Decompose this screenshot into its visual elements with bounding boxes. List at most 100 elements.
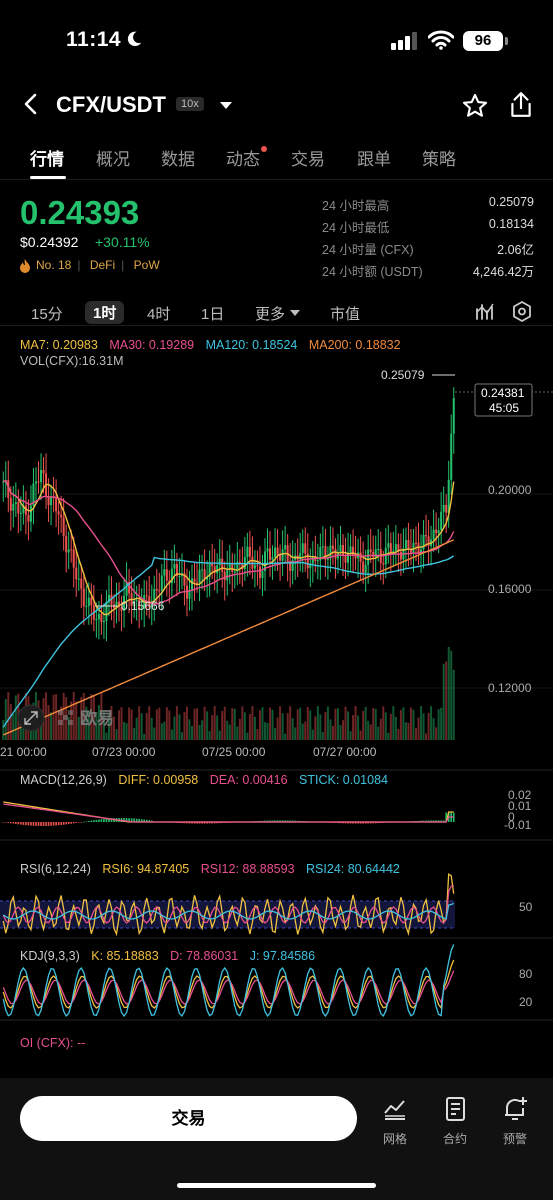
back-arrow-icon[interactable] [22, 92, 38, 116]
candlestick-chart[interactable]: 0.20000 0.16000 0.12000 0.25079 0.15666 … [0, 330, 553, 1075]
candle-body [359, 552, 362, 562]
market-cap-toggle[interactable]: 市值 [330, 306, 361, 323]
candle-body [447, 479, 450, 513]
macd-bar [437, 820, 440, 822]
macd-bar [108, 818, 110, 822]
interval-4h[interactable]: 4时 [147, 306, 171, 323]
volume-bar [281, 713, 284, 740]
volume-bar [241, 706, 244, 740]
consensus-tag[interactable]: PoW [133, 258, 160, 272]
macd-panel [2, 801, 455, 826]
fullscreen-icon[interactable] [17, 704, 45, 732]
volume-bar [440, 707, 443, 740]
stat-row: 24 小时额 (USDT) 4,246.42万 [322, 265, 534, 279]
tab-news[interactable]: 动态 [226, 150, 260, 169]
volume-bar [82, 692, 85, 740]
tab-copy[interactable]: 跟单 [357, 150, 391, 169]
macd-bar [15, 822, 17, 824]
tab-active-indicator [30, 176, 66, 179]
volume-bar [143, 733, 146, 740]
candle-body [452, 398, 455, 434]
volume-bar [321, 732, 324, 740]
candle-body [97, 614, 100, 620]
tab-market[interactable]: 行情 [30, 150, 64, 169]
macd-bar [352, 822, 354, 824]
volume-bar [9, 703, 12, 740]
interval-more[interactable]: 更多 [255, 306, 286, 323]
candle-body [120, 607, 123, 611]
volume-bar [75, 701, 78, 740]
volume-bar [311, 729, 314, 740]
candle-body [72, 549, 75, 568]
tab-overview[interactable]: 概况 [96, 150, 130, 169]
contract-button[interactable]: 合约 [430, 1096, 480, 1147]
volume-bar [394, 716, 397, 740]
volume-bar [80, 697, 83, 740]
volume-bar [309, 710, 312, 740]
tab-trade[interactable]: 交易 [291, 150, 325, 169]
volume-bar [138, 706, 141, 740]
share-icon[interactable] [508, 91, 534, 119]
y-label: 0.20000 [488, 483, 532, 497]
macd-bar [77, 822, 80, 823]
candle-body [87, 597, 90, 607]
macd-bar [140, 819, 143, 822]
volume-bar [175, 706, 178, 740]
candle-body [319, 546, 322, 561]
indicator-icon[interactable] [475, 301, 495, 321]
volume-bar [372, 707, 375, 740]
volume-bar [14, 695, 17, 740]
macd-bar [279, 820, 281, 822]
tab-data[interactable]: 数据 [161, 150, 195, 169]
interval-1d[interactable]: 1日 [201, 306, 225, 323]
volume-bar [115, 729, 118, 740]
volume-bar [452, 669, 455, 740]
macd-bar [138, 818, 140, 822]
macd-bar [72, 822, 75, 824]
macd-bar [198, 822, 201, 824]
volume-bar [193, 708, 196, 740]
candle-body [289, 561, 292, 571]
candle-body [248, 546, 251, 557]
macd-bar [145, 819, 148, 822]
candle-body [369, 549, 372, 552]
more-dropdown-icon[interactable] [290, 310, 300, 316]
grid-button[interactable]: 网格 [370, 1096, 420, 1147]
candle-body [201, 569, 204, 571]
candle-body [399, 551, 402, 560]
macd-bar [186, 822, 188, 824]
macd-bar [435, 820, 437, 822]
favorite-star-icon[interactable] [461, 92, 489, 120]
moon-icon [127, 31, 142, 47]
macd-bar [67, 822, 70, 825]
volume-bar [289, 706, 292, 740]
macd-bar [425, 820, 427, 822]
interval-15m[interactable]: 15分 [31, 306, 63, 323]
candle-body [135, 599, 138, 602]
macd-bar [281, 820, 284, 822]
rank-tag[interactable]: No. 18 [36, 258, 72, 272]
candle-body [445, 504, 448, 513]
candle-body [397, 544, 400, 552]
tab-bar: 行情 概况 数据 动态 交易 跟单 策略 [0, 140, 553, 180]
macd-bar [32, 822, 35, 826]
tab-strategy[interactable]: 策略 [422, 150, 456, 169]
volume-bar [148, 706, 151, 740]
alert-button[interactable]: 预警 [490, 1096, 540, 1147]
candle-body [19, 512, 22, 514]
macd-y-label: -0.01 [504, 818, 532, 832]
macd-bar [12, 822, 15, 824]
candle-body [437, 530, 440, 534]
volume-bar [336, 708, 339, 740]
macd-bar [349, 822, 352, 824]
macd-bar [208, 822, 211, 824]
candle-body [17, 502, 20, 514]
pair-dropdown-icon[interactable] [220, 102, 232, 109]
pair-title[interactable]: CFX/USDT [56, 92, 166, 117]
macd-y-label: 0.01 [508, 799, 532, 813]
trade-button[interactable]: 交易 [20, 1096, 357, 1141]
sector-tag[interactable]: DeFi [89, 258, 116, 272]
interval-1h[interactable]: 1时 [85, 301, 125, 324]
chart-settings-icon[interactable] [512, 301, 532, 323]
macd-bar [123, 818, 125, 822]
